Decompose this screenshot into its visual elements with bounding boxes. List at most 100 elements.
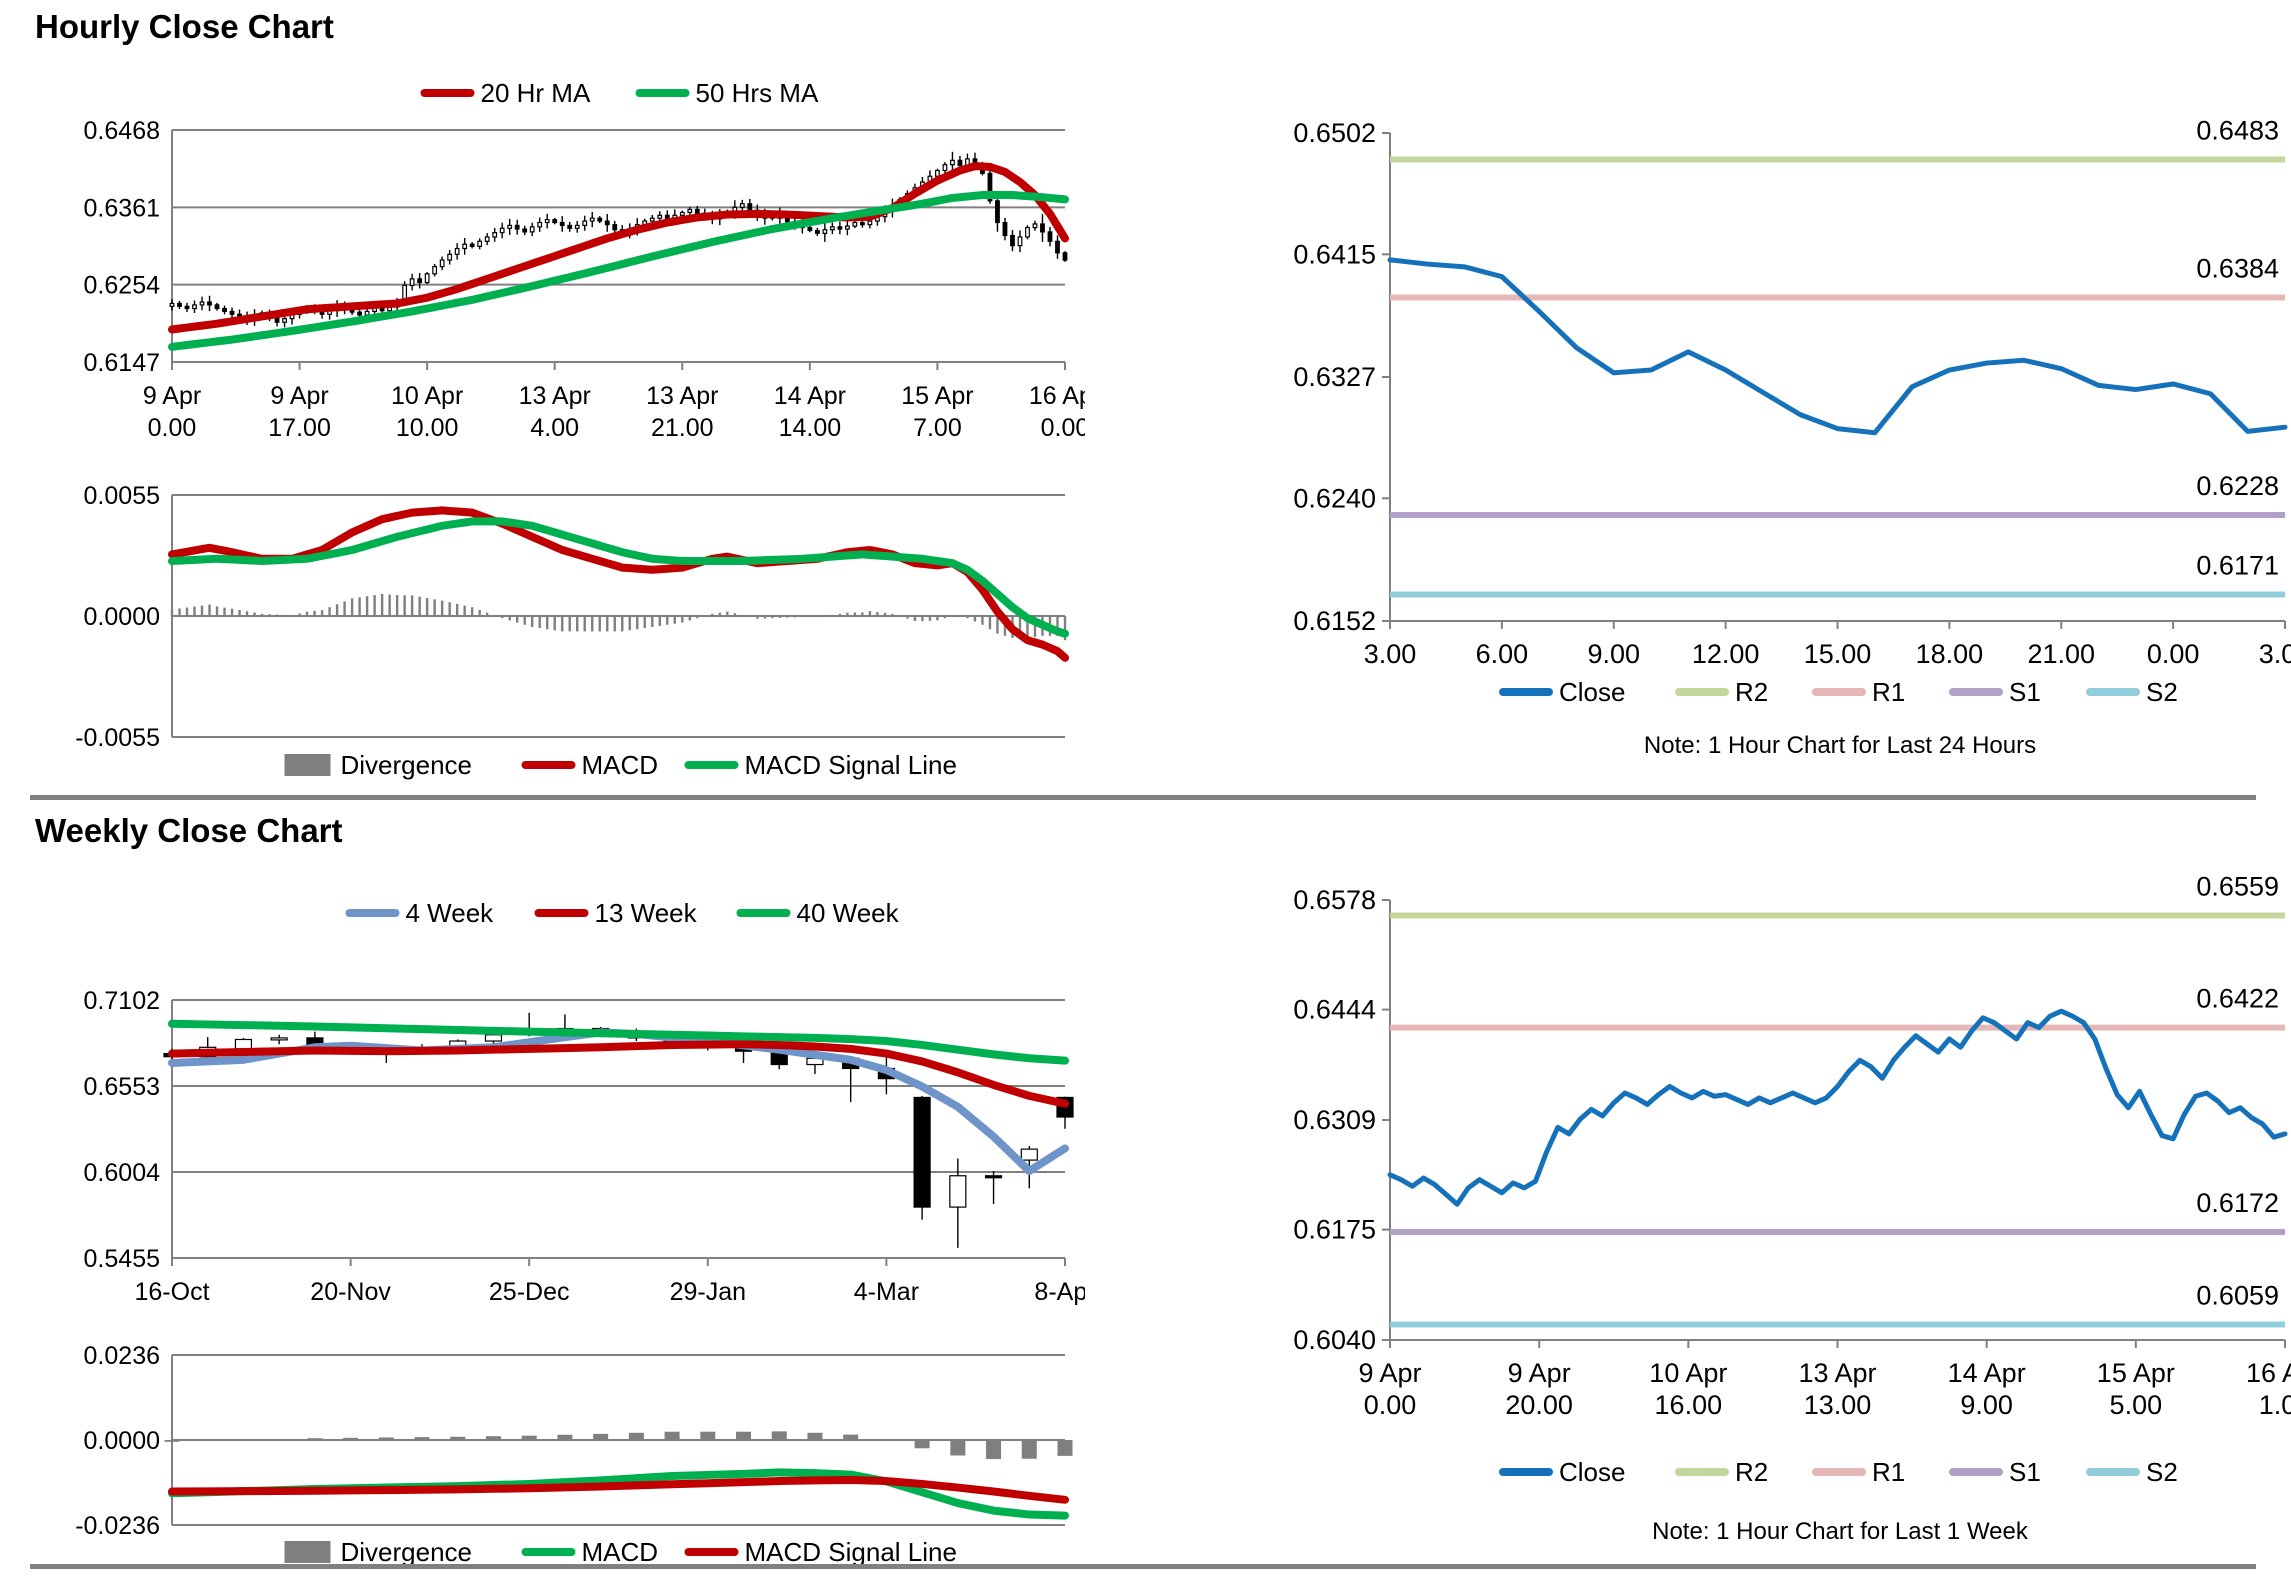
divergence-bar — [771, 1431, 787, 1440]
y-tick-label: -0.0055 — [75, 724, 160, 752]
y-tick-label: 0.6553 — [84, 1073, 160, 1101]
hourly-section-title: Hourly Close Chart — [35, 8, 334, 45]
x-tick-label: 9 Apr 0.00 — [1358, 1358, 1421, 1420]
divergence-bar — [1026, 616, 1029, 638]
x-tick-label: 3.00 — [1364, 639, 1417, 669]
weekly-candlestick-chart: 0.7102 0.6553 0.6004 0.5455 16-Oct 20-Nov 25-D… — [40, 855, 1085, 1317]
divergence-bar — [373, 595, 376, 616]
candle-body — [597, 217, 603, 222]
x-tick-label: 13 Apr 4.00 — [519, 382, 591, 442]
divergence-bar — [185, 607, 189, 616]
divergence-bar — [365, 596, 369, 616]
x-tick-label: 10 Apr 10.00 — [391, 382, 463, 442]
divergence-bar — [658, 616, 661, 626]
divergence-bar — [395, 595, 399, 616]
candle-body — [687, 208, 693, 213]
x-tick-label: 8-Apr — [1034, 1278, 1085, 1306]
candle-body — [282, 318, 287, 323]
series-close — [1387, 257, 2288, 436]
y-tick-label: -0.0236 — [75, 1512, 160, 1540]
candle-body — [1002, 221, 1008, 237]
divergence-bar — [508, 616, 511, 621]
divergence-bar — [553, 616, 556, 631]
divergence-bar — [1056, 616, 1059, 636]
y-tick-label: 0.6254 — [84, 272, 161, 300]
bottom-divider — [30, 1564, 2256, 1569]
hourly-macd-chart: 0.0055 0.0000 -0.0055 Divergence MACD MACD Si… — [40, 460, 1085, 795]
legend-label: Divergence — [341, 1537, 473, 1567]
x-tick-label: 29-Jan — [670, 1278, 746, 1306]
y-tick-label: 0.6152 — [1293, 606, 1376, 636]
divergence-bar — [1063, 616, 1067, 641]
candle-body — [357, 311, 363, 316]
divergence-bar — [736, 1431, 752, 1440]
candle-body — [424, 273, 430, 284]
x-tick-label: 16-Oct — [134, 1278, 209, 1306]
divergence-bar — [223, 607, 226, 616]
candle-body — [477, 240, 483, 247]
x-tick-label: 15 Apr 5.00 — [2097, 1358, 2175, 1420]
divergence-bar — [485, 612, 489, 616]
divergence-bar — [307, 1438, 323, 1440]
divergence-bar — [523, 616, 526, 625]
y-tick-label: 0.5455 — [84, 1245, 160, 1273]
candle-body — [270, 1037, 288, 1041]
candle-body — [499, 227, 505, 234]
candle-body — [552, 219, 558, 224]
candle-body — [364, 310, 370, 316]
divergence-bar — [711, 613, 714, 616]
legend-label: S1 — [2009, 1457, 2041, 1487]
candle-body — [957, 159, 963, 167]
divergence-bar — [636, 616, 639, 630]
divergence-bar — [380, 594, 384, 616]
x-tick-label: 15.00 — [1804, 639, 1872, 669]
divergence-bar — [271, 1439, 287, 1440]
legend-label: R1 — [1872, 1457, 1905, 1487]
divergence-bar — [928, 616, 932, 621]
divergence-bar — [973, 616, 977, 622]
divergence-bar — [418, 596, 421, 616]
divergence-bar — [531, 616, 534, 627]
legend-label: Divergence — [341, 750, 473, 780]
candle-body — [664, 214, 670, 219]
divergence-bar — [943, 616, 947, 619]
divergence-bar — [546, 616, 549, 630]
x-tick-label: 15 Apr 7.00 — [901, 382, 973, 442]
candle-body — [1062, 252, 1068, 261]
series-40-week — [168, 1019, 1069, 1065]
divergence-bar — [478, 609, 481, 616]
divergence-bar — [936, 616, 939, 621]
x-tick-label: 13 Apr 13.00 — [1798, 1358, 1876, 1420]
level-label-r2: 0.6559 — [2196, 872, 2279, 902]
divergence-bar — [591, 616, 594, 632]
x-tick-label: 4-Mar — [854, 1278, 919, 1306]
series-close — [1387, 1008, 2288, 1207]
divergence-bar — [861, 612, 864, 616]
divergence-bar — [193, 606, 196, 616]
y-tick-label: 0.6502 — [1293, 118, 1376, 148]
divergence-bar — [320, 610, 324, 616]
y-tick-label: 0.6444 — [1293, 995, 1376, 1025]
candle-body — [484, 1034, 503, 1042]
divergence-bar — [1057, 1440, 1073, 1456]
divergence-bar — [921, 616, 924, 622]
divergence-bar — [673, 616, 676, 624]
candle-body — [447, 253, 453, 261]
hourly-candlestick-chart: 0.6468 0.6361 0.6254 0.6147 9 Apr 0.00 9 Apr 17… — [40, 55, 1085, 460]
candle-body — [984, 1175, 1003, 1179]
legend-label: MACD Signal Line — [745, 1537, 957, 1567]
divergence-bar — [996, 616, 999, 634]
candle-body — [582, 220, 588, 227]
candle-body — [409, 278, 415, 286]
divergence-bar — [208, 604, 211, 616]
divergence-bar — [200, 1440, 216, 1441]
divergence-bar — [598, 616, 601, 632]
y-tick-label: 0.6415 — [1293, 239, 1376, 269]
divergence-bar — [906, 616, 909, 619]
level-label-r1: 0.6422 — [2196, 984, 2279, 1014]
divergence-bar — [485, 1436, 501, 1440]
divergence-bar — [455, 603, 459, 616]
divergence-bar — [883, 612, 887, 616]
x-tick-label: 9 Apr 0.00 — [143, 382, 201, 442]
x-tick-label: 3.00 — [2259, 639, 2291, 669]
